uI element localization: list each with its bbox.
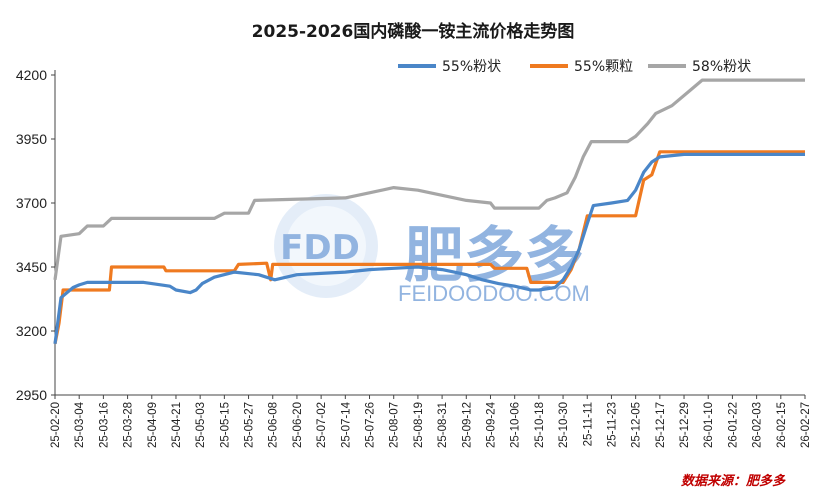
series-line [53,78,805,281]
x-tick-label: 25-03-16 [98,402,110,448]
x-tick-label: 25-10-18 [534,402,546,448]
x-tick-label: 25-11-11 [582,402,594,446]
y-tick-label: 4200 [16,67,47,83]
x-tick-label: 25-07-02 [316,402,328,448]
x-tick-label: 25-12-17 [655,402,667,448]
series-line [53,152,805,345]
legend-label: 58%粉状 [692,59,751,75]
x-tick-label: 26-01-10 [703,402,715,448]
x-tick-label: 25-05-15 [219,402,231,448]
x-tick-label: 25-05-03 [195,402,207,448]
x-tick-label: 25-08-31 [437,402,449,448]
x-tick-label: 26-02-03 [752,402,764,448]
x-tick-label: 25-03-28 [123,402,135,448]
axes: 2950 3200 3450 3700 3950 4200 25-02-20 25-03-04… [16,67,812,448]
x-tick-label: 25-09-12 [461,402,473,448]
watermark-brand: 肥多多 [404,221,584,291]
x-tick-label: 25-04-09 [147,402,159,448]
y-tick-label: 3950 [16,131,47,147]
x-tick-label: 25-11-23 [606,402,618,447]
y-tick-label: 3700 [16,195,47,211]
x-tick-label: 25-02-20 [50,402,62,448]
y-tick-label: 2950 [16,387,47,403]
y-tick-label: 3200 [16,323,47,339]
x-tick-label: 25-10-06 [510,402,522,448]
x-tick-label: 25-12-29 [679,402,691,448]
x-tick-label: 25-04-21 [171,402,183,448]
x-tick-label: 25-06-20 [292,402,304,448]
x-tick-label: 25-12-05 [631,402,643,448]
legend-label: 55%颗粒 [574,59,633,75]
x-tick-label: 25-06-08 [268,402,280,448]
x-tick-label: 25-05-27 [244,402,256,448]
x-tick-label: 25-10-30 [558,402,570,448]
legend: 55%粉状 55%颗粒 58%粉状 [398,59,751,75]
x-tick-label: 25-07-14 [340,401,352,448]
x-tick-label: 25-08-19 [413,402,425,448]
x-tick-label: 25-08-07 [389,402,401,448]
chart-title: 2025-2026国内磷酸一铵主流价格走势图 [252,21,575,42]
legend-label: 55%粉状 [442,59,501,75]
series-layer [53,78,805,345]
watermark-badge: FDD [280,228,360,268]
x-tick-label: 25-09-24 [485,401,497,448]
x-tick-label: 25-03-04 [74,401,86,448]
x-tick-label: 26-02-27 [800,402,812,448]
data-source: 数据来源：肥多多 [681,473,786,489]
x-tick-label: 25-07-26 [365,402,377,448]
x-tick-label: 26-01-22 [727,402,739,448]
x-tick-label: 26-02-15 [776,402,788,448]
watermark-url: FEIDOODOO.COM [398,281,590,306]
y-tick-label: 3450 [16,259,47,275]
